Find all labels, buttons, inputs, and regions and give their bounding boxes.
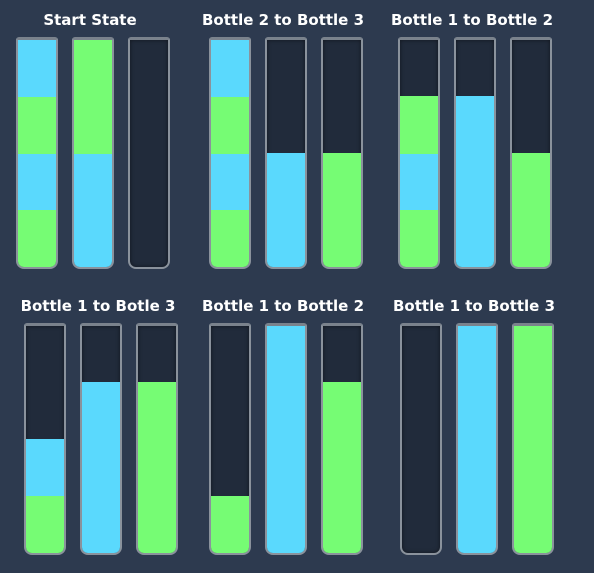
panel-step-2: Bottle 1 to Bottle 2 bbox=[382, 10, 562, 280]
blue-liquid-layer bbox=[211, 40, 249, 97]
green-liquid-layer bbox=[514, 326, 552, 383]
bottle-2 bbox=[454, 37, 496, 269]
blue-liquid-layer bbox=[82, 382, 120, 440]
green-liquid-layer bbox=[400, 96, 438, 154]
panel-step-5: Bottle 1 to Bottle 3 bbox=[384, 296, 564, 566]
blue-liquid-layer bbox=[400, 153, 438, 211]
green-liquid-layer bbox=[323, 382, 361, 440]
blue-liquid-layer bbox=[82, 439, 120, 497]
blue-liquid-layer bbox=[456, 209, 494, 267]
green-liquid-layer bbox=[514, 382, 552, 440]
blue-liquid-layer bbox=[74, 153, 112, 211]
bottle-3 bbox=[128, 37, 170, 269]
green-liquid-layer bbox=[514, 439, 552, 497]
blue-liquid-layer bbox=[458, 326, 496, 383]
blue-liquid-layer bbox=[18, 153, 56, 211]
blue-liquid-layer bbox=[267, 439, 305, 497]
green-liquid-layer bbox=[514, 495, 552, 553]
bottle-3 bbox=[510, 37, 552, 269]
blue-liquid-layer bbox=[74, 209, 112, 267]
green-liquid-layer bbox=[512, 153, 550, 211]
blue-liquid-layer bbox=[458, 495, 496, 553]
bottle-1 bbox=[209, 37, 251, 269]
blue-liquid-layer bbox=[267, 326, 305, 383]
panel-title: Start State bbox=[43, 11, 137, 29]
bottle-1 bbox=[400, 323, 442, 555]
blue-liquid-layer bbox=[82, 495, 120, 553]
blue-liquid-layer bbox=[267, 153, 305, 211]
green-liquid-layer bbox=[512, 209, 550, 267]
bottle-3 bbox=[512, 323, 554, 555]
bottle-1 bbox=[398, 37, 440, 269]
bottle-3 bbox=[321, 37, 363, 269]
blue-liquid-layer bbox=[18, 40, 56, 97]
green-liquid-layer bbox=[400, 209, 438, 267]
green-liquid-layer bbox=[138, 439, 176, 497]
panel-step-1: Bottle 2 to Bottle 3 bbox=[193, 10, 373, 280]
panel-title: Bottle 1 to Botle 3 bbox=[20, 297, 176, 315]
blue-liquid-layer bbox=[458, 382, 496, 440]
green-liquid-layer bbox=[323, 209, 361, 267]
bottle-2 bbox=[265, 323, 307, 555]
bottle-1 bbox=[24, 323, 66, 555]
blue-liquid-layer bbox=[267, 495, 305, 553]
green-liquid-layer bbox=[18, 96, 56, 154]
bottle-3 bbox=[136, 323, 178, 555]
green-liquid-layer bbox=[323, 495, 361, 553]
blue-liquid-layer bbox=[211, 153, 249, 211]
blue-liquid-layer bbox=[456, 96, 494, 154]
panel-title: Bottle 1 to Bottle 2 bbox=[390, 11, 554, 29]
green-liquid-layer bbox=[26, 495, 64, 553]
panel-step-4: Bottle 1 to Bottle 2 bbox=[193, 296, 373, 566]
bottle-2 bbox=[72, 37, 114, 269]
green-liquid-layer bbox=[211, 96, 249, 154]
panel-step-3: Bottle 1 to Botle 3 bbox=[8, 296, 188, 566]
panel-start-state: Start State bbox=[0, 10, 180, 280]
bottle-3 bbox=[321, 323, 363, 555]
green-liquid-layer bbox=[74, 40, 112, 97]
green-liquid-layer bbox=[138, 495, 176, 553]
bottle-2 bbox=[80, 323, 122, 555]
green-liquid-layer bbox=[18, 209, 56, 267]
panel-title: Bottle 1 to Bottle 2 bbox=[201, 297, 365, 315]
green-liquid-layer bbox=[323, 439, 361, 497]
green-liquid-layer bbox=[74, 96, 112, 154]
green-liquid-layer bbox=[138, 382, 176, 440]
bottle-1 bbox=[209, 323, 251, 555]
blue-liquid-layer bbox=[267, 382, 305, 440]
bottle-2 bbox=[456, 323, 498, 555]
blue-liquid-layer bbox=[456, 153, 494, 211]
panel-title: Bottle 2 to Bottle 3 bbox=[201, 11, 365, 29]
green-liquid-layer bbox=[323, 153, 361, 211]
blue-liquid-layer bbox=[26, 439, 64, 497]
green-liquid-layer bbox=[211, 209, 249, 267]
blue-liquid-layer bbox=[458, 439, 496, 497]
bottle-2 bbox=[265, 37, 307, 269]
panel-title: Bottle 1 to Bottle 3 bbox=[392, 297, 556, 315]
blue-liquid-layer bbox=[267, 209, 305, 267]
green-liquid-layer bbox=[211, 495, 249, 553]
bottle-1 bbox=[16, 37, 58, 269]
